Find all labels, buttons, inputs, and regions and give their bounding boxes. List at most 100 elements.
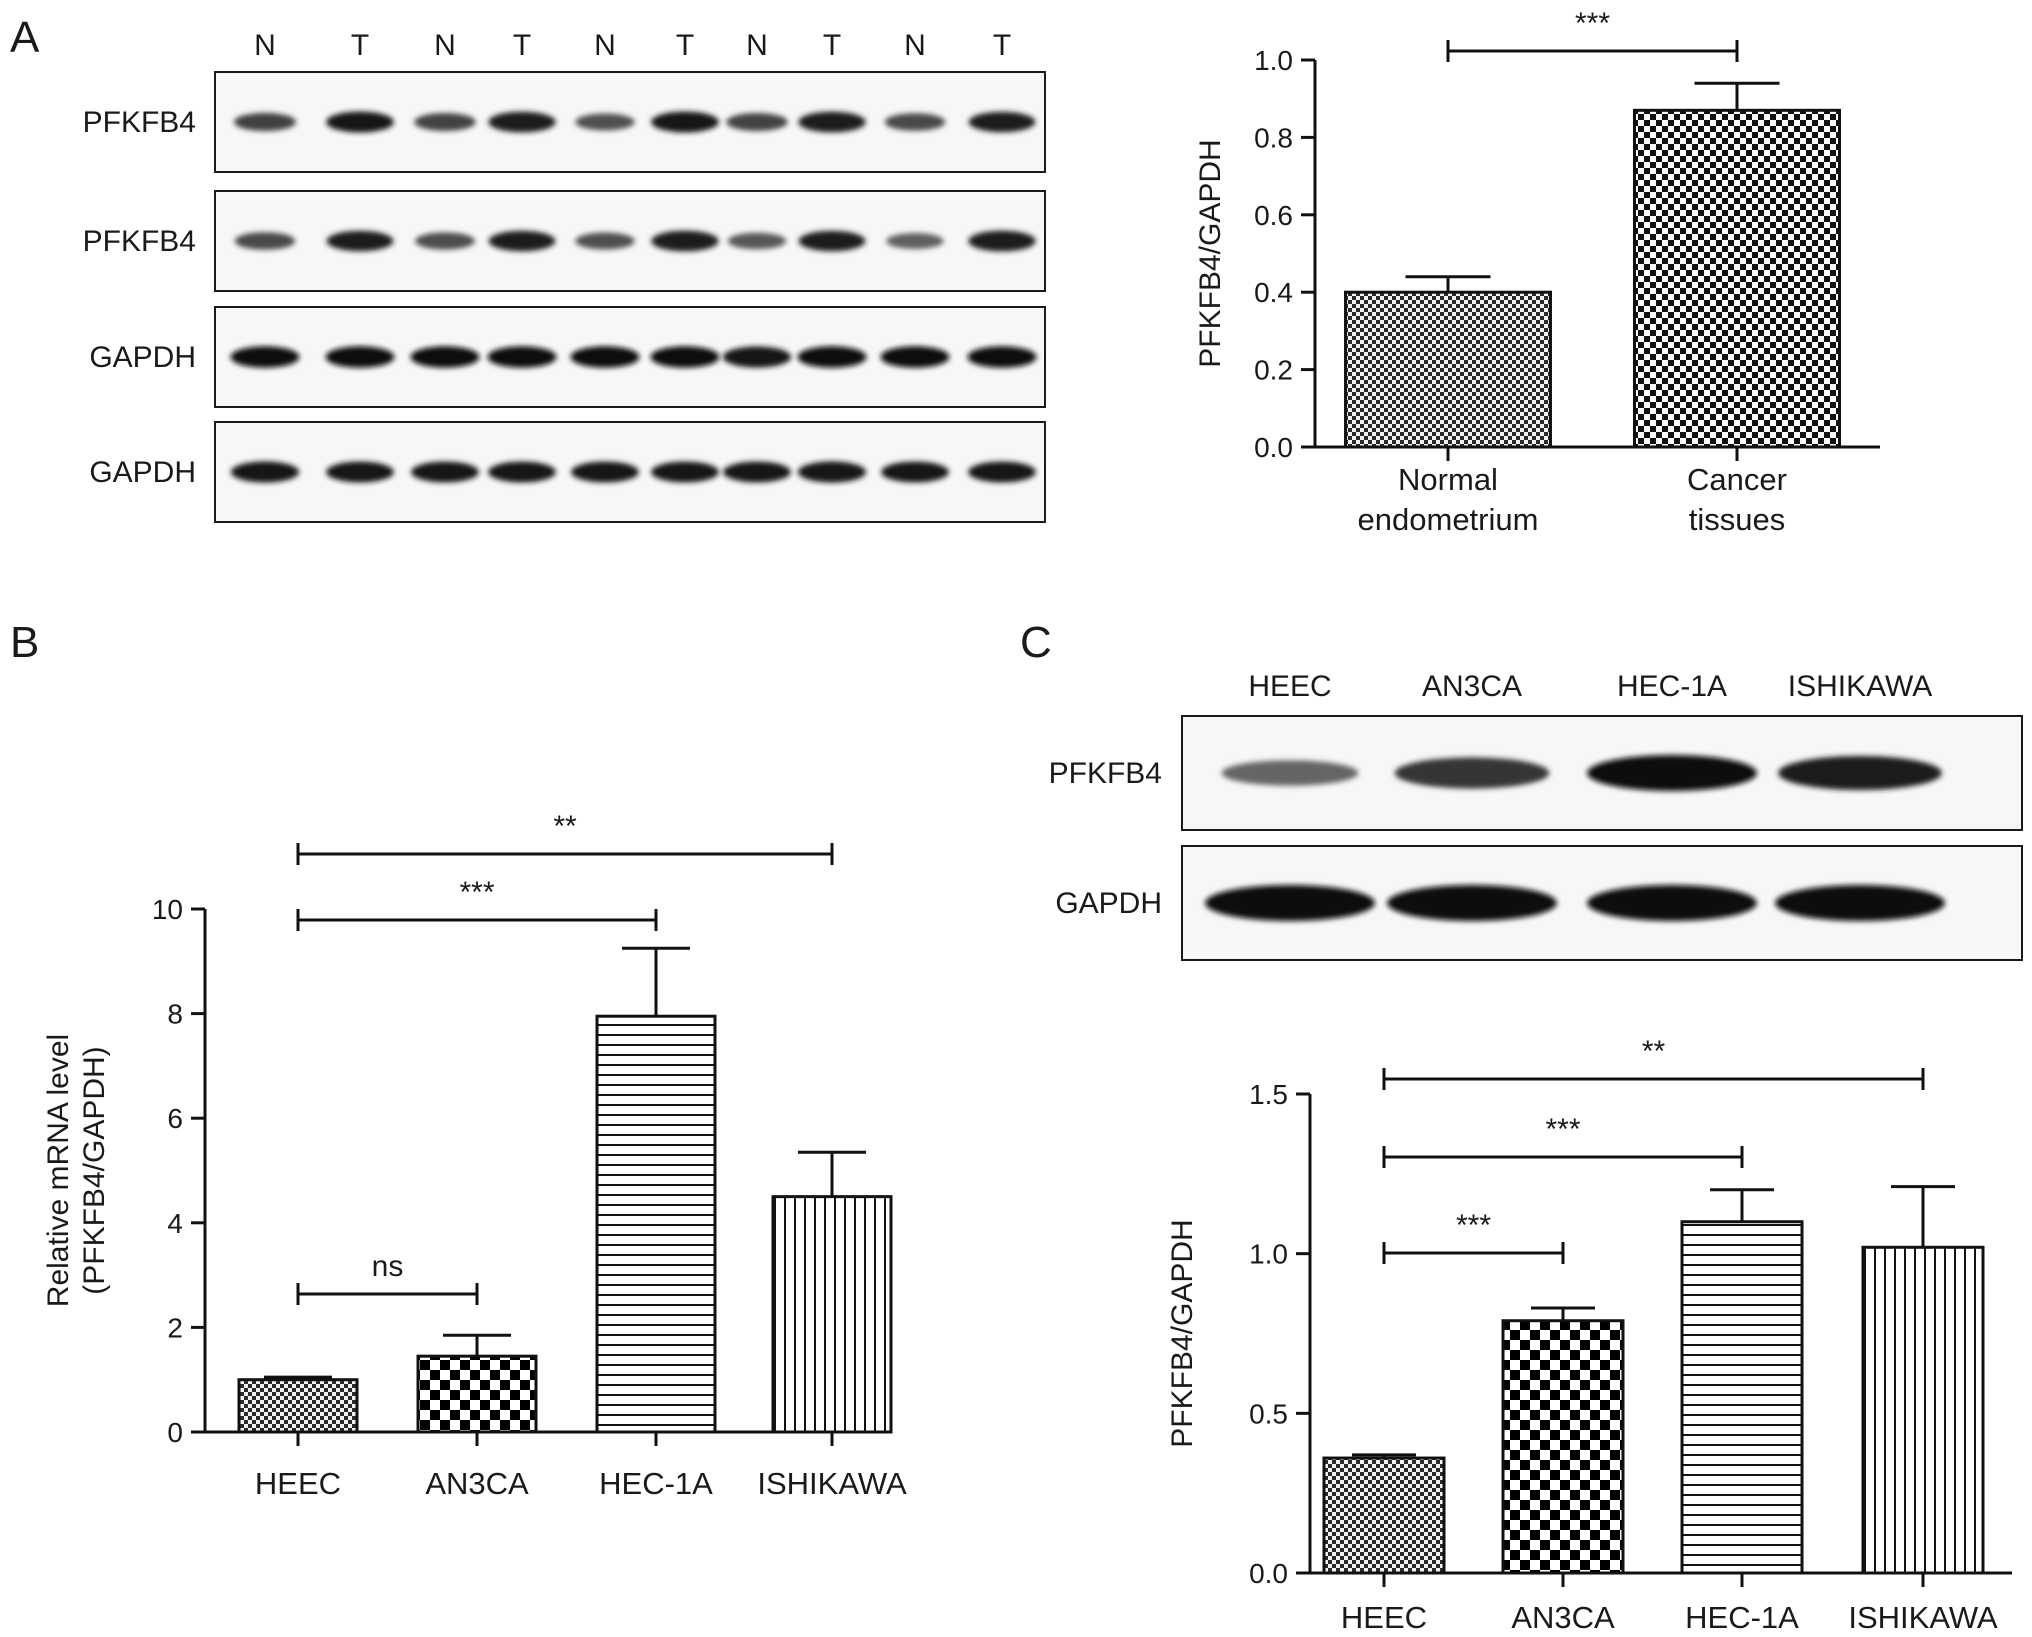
blot-band xyxy=(326,111,394,133)
blot-band xyxy=(727,232,787,250)
blot-band xyxy=(722,346,792,368)
lane-label: T xyxy=(513,29,531,62)
blot-band xyxy=(1775,885,1945,921)
row-label: PFKFB4 xyxy=(1049,757,1162,790)
y-axis-label: PFKFB4/GAPDH xyxy=(1194,139,1227,367)
x-tick-label: AN3CA xyxy=(425,1466,529,1501)
lane-label: HEEC xyxy=(1248,670,1331,703)
lane-label: ISHIKAWA xyxy=(1788,670,1932,703)
blot-band xyxy=(797,461,867,483)
western-blot-c: HEEC AN3CA HEC-1A ISHIKAWA PFKFB4 GAPDH xyxy=(1049,670,2023,961)
x-tick-label: endometrium xyxy=(1358,502,1539,537)
blot-band xyxy=(575,113,635,131)
row-label: GAPDH xyxy=(89,341,196,374)
significance-label: ** xyxy=(1642,1035,1666,1068)
blot-band xyxy=(798,111,866,133)
y-tick-label: 1.0 xyxy=(1254,45,1293,76)
panel-letter-a: A xyxy=(10,13,40,62)
blot-band xyxy=(726,112,788,132)
blot-band xyxy=(1394,757,1550,789)
row-label: GAPDH xyxy=(1055,887,1162,920)
blot-band xyxy=(881,461,949,483)
blot-band xyxy=(650,346,720,368)
x-tick-label: HEC-1A xyxy=(1685,1600,1799,1635)
blot-band xyxy=(968,230,1036,252)
blot-band xyxy=(798,230,866,252)
y-tick-label: 0.4 xyxy=(1254,277,1293,308)
lane-label: N xyxy=(746,29,768,62)
blot-band xyxy=(488,111,556,133)
bar-chart-b: 0 2 4 6 8 10 Relative mRNA level (PFKFB4/GAPDH)… xyxy=(42,810,907,1501)
y-axis-label: (PFKFB4/GAPDH) xyxy=(78,1046,111,1294)
y-tick-label: 0.8 xyxy=(1254,122,1293,153)
bar xyxy=(595,1014,717,1434)
lane-label: T xyxy=(823,29,841,62)
blot-band xyxy=(234,232,296,250)
bar xyxy=(237,1378,359,1434)
bar xyxy=(1344,290,1552,449)
y-tick-label: 1.5 xyxy=(1249,1079,1288,1110)
blot-band xyxy=(880,346,950,368)
blot-band xyxy=(651,461,719,483)
y-tick-label: 1.0 xyxy=(1249,1239,1288,1270)
blot-band xyxy=(325,346,395,368)
lane-label: T xyxy=(351,29,369,62)
lane-label: N xyxy=(434,29,456,62)
y-axis-label: PFKFB4/GAPDH xyxy=(1166,1219,1199,1447)
x-tick-label: tissues xyxy=(1689,502,1785,537)
bar xyxy=(1322,1456,1446,1575)
y-tick-label: 2 xyxy=(167,1312,183,1343)
x-tick-label: AN3CA xyxy=(1511,1600,1615,1635)
blot-band xyxy=(968,111,1036,133)
blot-band xyxy=(1778,755,1942,791)
blot-band xyxy=(410,346,480,368)
blot-band xyxy=(651,111,719,133)
row-label: PFKFB4 xyxy=(83,225,196,258)
blot-band xyxy=(488,461,556,483)
blot-band xyxy=(571,461,639,483)
lane-label: HEC-1A xyxy=(1617,670,1727,703)
bar xyxy=(416,1354,538,1434)
x-tick-label: Cancer xyxy=(1687,462,1787,497)
lane-label: N xyxy=(904,29,926,62)
blot-band xyxy=(651,230,719,252)
lane-label: N xyxy=(594,29,616,62)
panel-letter-b: B xyxy=(10,618,39,667)
significance-label: *** xyxy=(459,876,494,909)
significance-label: *** xyxy=(1545,1113,1580,1146)
y-tick-label: 0.5 xyxy=(1249,1398,1288,1429)
blot-band xyxy=(967,346,1037,368)
y-tick-label: 0.0 xyxy=(1254,432,1293,463)
x-tick-label: ISHIKAWA xyxy=(757,1466,907,1501)
bar xyxy=(1680,1220,1804,1575)
blot-band xyxy=(1205,885,1375,921)
y-tick-label: 6 xyxy=(167,1103,183,1134)
y-tick-label: 0 xyxy=(167,1417,183,1448)
bar xyxy=(1633,108,1841,449)
blot-band xyxy=(1587,755,1757,791)
blot-band xyxy=(575,232,635,250)
y-tick-label: 4 xyxy=(167,1208,183,1239)
blot-band xyxy=(570,346,640,368)
significance-label: ** xyxy=(553,810,577,843)
blot-band xyxy=(411,461,479,483)
significance-label: *** xyxy=(1456,1209,1491,1242)
bar xyxy=(1861,1245,1985,1575)
blot-band xyxy=(326,230,394,252)
bar xyxy=(1501,1319,1625,1575)
row-label: GAPDH xyxy=(89,456,196,489)
blot-band xyxy=(488,230,556,252)
blot-band xyxy=(230,461,300,483)
x-tick-label: ISHIKAWA xyxy=(1848,1600,1998,1635)
bar-chart-c: 0.0 0.5 1.0 1.5 PFKFB4/GAPDH HEEC AN3CA HEC-1A I… xyxy=(1166,1035,2012,1635)
lane-label: T xyxy=(993,29,1011,62)
blot-band xyxy=(1387,885,1557,921)
y-tick-label: 10 xyxy=(152,894,183,925)
blot-band xyxy=(886,232,944,250)
blot-band xyxy=(797,346,867,368)
blot-band xyxy=(414,112,476,132)
blot-band xyxy=(723,461,791,483)
blot-band xyxy=(415,232,475,250)
row-label: PFKFB4 xyxy=(83,106,196,139)
y-axis-label: Relative mRNA level xyxy=(42,1034,75,1307)
